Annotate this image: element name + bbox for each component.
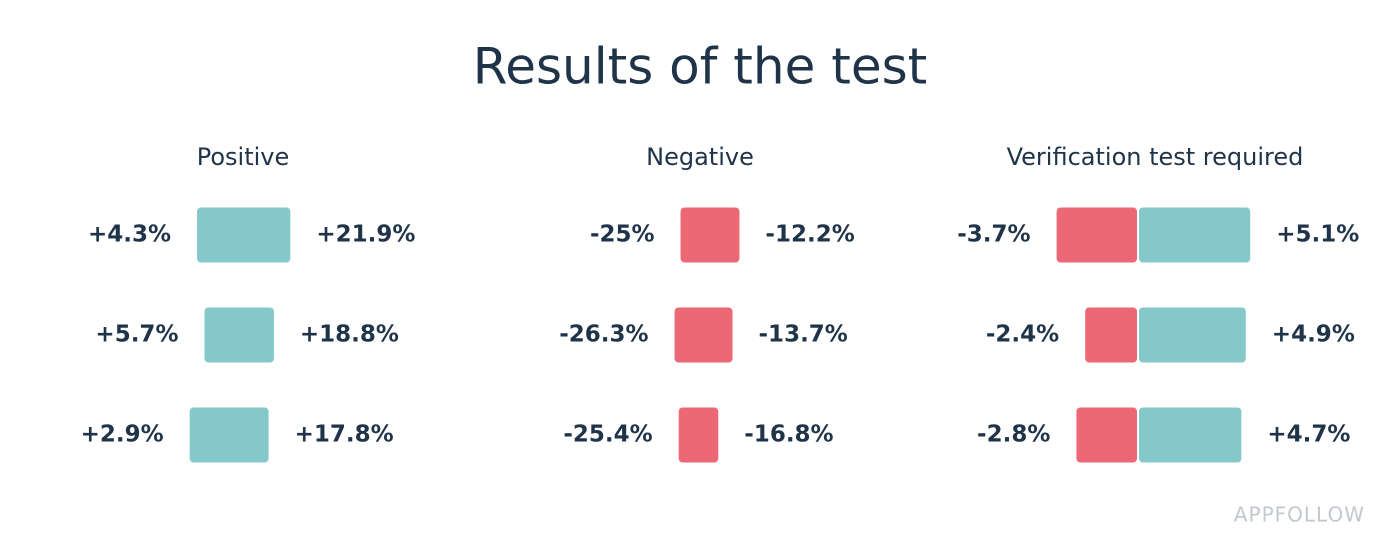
range-bar [680,207,740,263]
low-label: -2.4% [986,322,1059,348]
watermark: APPFOLLOW [1234,503,1365,527]
positive-bar [1139,307,1246,363]
negative-bar [1056,207,1137,263]
low-label: -26.3% [559,322,648,348]
range-bar [197,207,291,263]
high-label: +4.9% [1272,322,1355,348]
range-bar [678,407,719,463]
high-label: +4.7% [1267,422,1350,448]
title: Results of the test [473,38,928,96]
low-label: +4.3% [88,222,171,248]
low-label: +2.9% [81,422,164,448]
panel-title: Verification test required [1007,143,1304,171]
high-label: +21.9% [316,222,415,248]
high-label: -12.2% [765,222,854,248]
positive-bar [1139,207,1251,263]
high-label: +17.8% [295,422,394,448]
panel-title: Positive [197,143,290,171]
low-label: -2.8% [977,422,1050,448]
low-label: -3.7% [957,222,1030,248]
low-label: +5.7% [95,322,178,348]
low-label: -25.4% [563,422,652,448]
range-bar [204,307,274,363]
low-label: -25% [590,222,655,248]
range-bar [189,407,269,463]
high-label: +18.8% [300,322,399,348]
high-label: -16.8% [744,422,833,448]
range-bar [674,307,733,363]
negative-bar [1085,307,1137,363]
high-label: -13.7% [759,322,848,348]
high-label: +5.1% [1276,222,1359,248]
positive-bar [1139,407,1242,463]
negative-bar [1076,407,1137,463]
panel-title: Negative [646,143,754,171]
